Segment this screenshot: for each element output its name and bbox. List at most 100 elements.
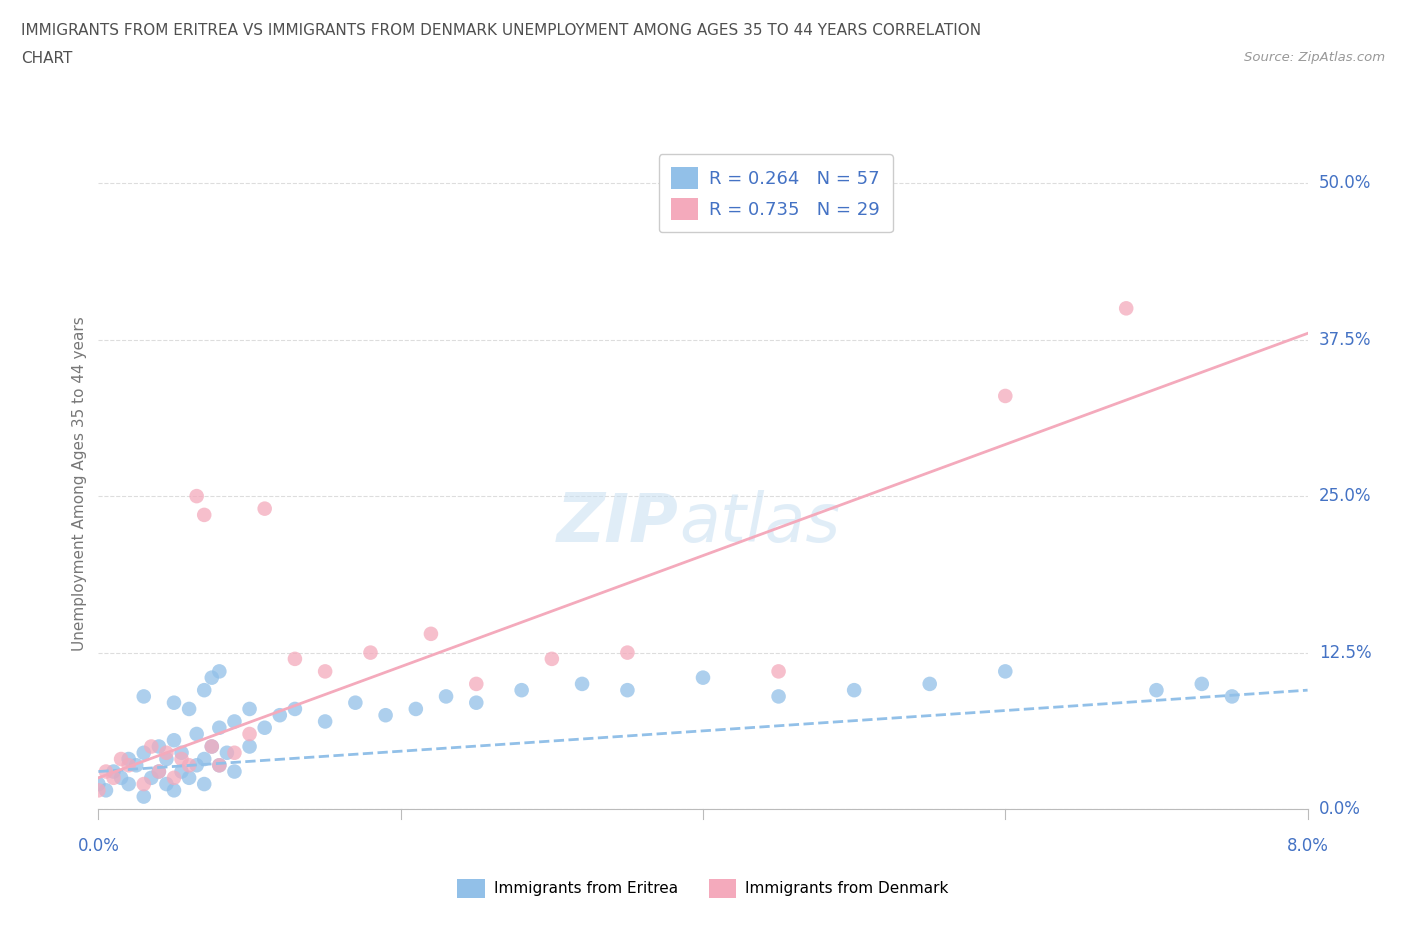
Point (344, 696, 367, 711)
Point (692, 671, 714, 685)
Point (170, 745, 193, 760)
Point (186, 758, 208, 773)
Point (224, 745, 246, 760)
Point (118, 777, 141, 791)
Text: 0.0%: 0.0% (1319, 800, 1361, 818)
Point (94, 783, 117, 798)
Point (465, 676, 488, 691)
Point (163, 770, 186, 785)
Point (170, 751, 193, 766)
Point (994, 389, 1017, 404)
Point (918, 676, 941, 691)
Point (132, 689, 155, 704)
Point (177, 770, 201, 785)
Point (768, 689, 790, 704)
Text: CHART: CHART (21, 51, 73, 66)
Point (1144, 683, 1167, 698)
Point (768, 664, 790, 679)
Point (177, 701, 201, 716)
Point (201, 739, 224, 754)
Point (239, 701, 262, 716)
Point (284, 701, 307, 716)
Point (616, 645, 638, 660)
Point (125, 758, 148, 773)
Point (269, 708, 291, 723)
Point (193, 777, 215, 791)
Text: Source: ZipAtlas.com: Source: ZipAtlas.com (1244, 51, 1385, 64)
Point (208, 720, 231, 735)
Text: IMMIGRANTS FROM ERITREA VS IMMIGRANTS FROM DENMARK UNEMPLOYMENT AMONG AGES 35 TO: IMMIGRANTS FROM ERITREA VS IMMIGRANTS FR… (21, 23, 981, 38)
Point (141, 739, 163, 754)
Point (177, 758, 201, 773)
Point (148, 764, 170, 779)
Point (208, 758, 231, 773)
Point (103, 770, 125, 785)
Point (94, 764, 117, 779)
Point (118, 758, 141, 773)
Point (1220, 689, 1243, 704)
Point (360, 645, 382, 660)
Point (132, 777, 155, 791)
Point (314, 714, 336, 729)
Point (193, 751, 215, 766)
Point (1115, 301, 1137, 316)
Point (510, 683, 533, 698)
Point (465, 696, 488, 711)
Point (201, 739, 224, 754)
Point (314, 664, 336, 679)
Point (571, 676, 593, 691)
Point (208, 758, 231, 773)
Point (201, 671, 224, 685)
Point (405, 701, 427, 716)
Point (87, 777, 110, 791)
Point (994, 664, 1017, 679)
Point (239, 739, 262, 754)
Text: 50.0%: 50.0% (1319, 174, 1371, 193)
Text: 25.0%: 25.0% (1319, 487, 1371, 505)
Point (540, 651, 562, 666)
Point (434, 689, 457, 704)
Point (141, 770, 163, 785)
Point (87, 783, 110, 798)
Point (224, 714, 246, 729)
Text: 8.0%: 8.0% (1286, 837, 1329, 855)
Text: ZIP: ZIP (557, 490, 679, 555)
Point (420, 627, 443, 642)
Point (239, 726, 262, 741)
Point (132, 790, 155, 804)
Point (148, 739, 170, 754)
Point (1191, 676, 1213, 691)
Legend: Immigrants from Eritrea, Immigrants from Denmark: Immigrants from Eritrea, Immigrants from… (451, 873, 955, 904)
Point (163, 733, 186, 748)
Point (148, 764, 170, 779)
Point (155, 745, 177, 760)
Point (118, 751, 141, 766)
Legend: R = 0.264   N = 57, R = 0.735   N = 29: R = 0.264 N = 57, R = 0.735 N = 29 (658, 154, 893, 232)
Point (224, 764, 246, 779)
Text: 12.5%: 12.5% (1319, 644, 1371, 661)
Point (253, 501, 276, 516)
Point (186, 488, 208, 503)
Point (110, 751, 132, 766)
Point (215, 745, 238, 760)
Point (208, 664, 231, 679)
Point (616, 683, 638, 698)
Point (132, 745, 155, 760)
Point (193, 683, 215, 698)
Point (163, 696, 186, 711)
Point (155, 751, 177, 766)
Point (163, 783, 186, 798)
Point (193, 508, 215, 523)
Y-axis label: Unemployment Among Ages 35 to 44 years: Unemployment Among Ages 35 to 44 years (72, 316, 87, 651)
Point (186, 726, 208, 741)
Point (253, 720, 276, 735)
Point (155, 777, 177, 791)
Point (284, 651, 307, 666)
Point (170, 764, 193, 779)
Text: 0.0%: 0.0% (77, 837, 120, 855)
Point (103, 764, 125, 779)
Text: atlas: atlas (679, 490, 839, 555)
Point (374, 708, 396, 723)
Text: 37.5%: 37.5% (1319, 331, 1371, 349)
Point (844, 683, 866, 698)
